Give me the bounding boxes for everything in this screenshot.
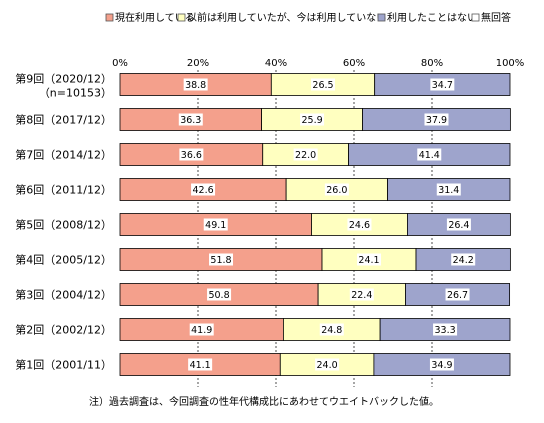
category-label: 第4回（2005/12） bbox=[15, 253, 112, 267]
bar-row: 38.8 26.5 34.7 bbox=[119, 73, 511, 96]
value-label-bg bbox=[319, 323, 344, 336]
value-label-bg bbox=[424, 113, 449, 126]
category-label: 第2回（2002/12） bbox=[15, 323, 112, 337]
value-label-bg bbox=[189, 323, 214, 336]
legend-item: 現在利用している bbox=[105, 12, 195, 24]
value-label-bg bbox=[191, 183, 216, 196]
x-tick-label: 100% bbox=[496, 58, 525, 69]
x-tick-label: 80% bbox=[421, 58, 443, 69]
category-label: 第1回（2001/11） bbox=[15, 358, 112, 372]
x-tick-label: 40% bbox=[265, 58, 287, 69]
value-label: 34.7 bbox=[432, 80, 453, 91]
legend-swatch bbox=[377, 13, 386, 22]
category-label: 第3回（2004/12） bbox=[15, 288, 112, 302]
value-label: 41.9 bbox=[191, 325, 212, 336]
value-label-bg bbox=[209, 253, 234, 266]
footnote: 注）過去調査は、今回調査の性年代構成比にあわせてウエイトバックした値。 bbox=[89, 395, 439, 408]
value-label-bg bbox=[436, 183, 461, 196]
value-label: 26.4 bbox=[448, 220, 469, 231]
value-label-bg bbox=[183, 78, 208, 91]
category-label: 第7回（2014/12） bbox=[15, 148, 112, 162]
value-label-bg bbox=[417, 148, 442, 161]
value-label: 37.9 bbox=[426, 115, 447, 126]
value-label: 49.1 bbox=[205, 220, 226, 231]
value-label-bg bbox=[310, 78, 335, 91]
bar-row: 50.8 22.4 26.7 bbox=[119, 283, 511, 306]
x-tick-label: 20% bbox=[187, 58, 209, 69]
value-label: 24.8 bbox=[321, 325, 342, 336]
value-label-bg bbox=[300, 113, 325, 126]
legend-item: 無回答 bbox=[471, 11, 511, 24]
bar-row: 36.3 25.9 37.9 bbox=[119, 108, 511, 131]
value-label-bg bbox=[179, 148, 204, 161]
value-label-bg bbox=[433, 323, 458, 336]
value-label-bg bbox=[347, 218, 372, 231]
value-label: 38.8 bbox=[185, 80, 206, 91]
value-label: 42.6 bbox=[192, 185, 213, 196]
legend-item: 利用したことはない bbox=[377, 12, 477, 24]
value-label: 22.0 bbox=[295, 150, 316, 161]
x-tick-label: 60% bbox=[343, 58, 365, 69]
x-tick-label: 0% bbox=[112, 58, 128, 69]
bar-row: 51.8 24.1 24.2 bbox=[119, 248, 511, 271]
value-label: 41.1 bbox=[190, 360, 211, 371]
value-label: 24.1 bbox=[358, 255, 379, 266]
value-label: 36.6 bbox=[181, 150, 202, 161]
value-label-bg bbox=[451, 253, 476, 266]
bar-row: 41.1 24.0 34.9 bbox=[119, 353, 511, 376]
legend-label: 利用したことはない bbox=[387, 12, 477, 24]
legend-swatch bbox=[105, 13, 114, 22]
bar-row: 36.6 22.0 41.4 bbox=[119, 143, 511, 166]
value-label: 51.8 bbox=[210, 255, 231, 266]
value-label: 24.2 bbox=[453, 255, 474, 266]
bar-row: 42.6 26.0 31.4 bbox=[119, 178, 511, 201]
value-label: 34.9 bbox=[431, 360, 452, 371]
value-label-bg bbox=[446, 218, 471, 231]
value-label-bg bbox=[293, 148, 318, 161]
value-label: 26.0 bbox=[326, 185, 347, 196]
value-label: 26.7 bbox=[447, 290, 468, 301]
value-label: 25.9 bbox=[301, 115, 322, 126]
legend-label: 無回答 bbox=[481, 11, 511, 24]
value-label: 41.4 bbox=[419, 150, 440, 161]
value-label-bg bbox=[357, 253, 382, 266]
value-label-bg bbox=[207, 288, 232, 301]
value-label: 24.6 bbox=[349, 220, 370, 231]
value-label: 50.8 bbox=[208, 290, 229, 301]
legend-item: 以前は利用していたが、今は利用していない bbox=[177, 11, 386, 24]
value-label-bg bbox=[429, 358, 454, 371]
legend-label: 現在利用している bbox=[115, 12, 195, 24]
value-label-bg bbox=[445, 288, 470, 301]
value-label-bg bbox=[349, 288, 374, 301]
category-label: 第6回（2011/12） bbox=[15, 183, 112, 197]
value-label-bg bbox=[188, 358, 213, 371]
bar-row: 49.1 24.6 26.4 bbox=[119, 213, 511, 236]
value-label-bg bbox=[203, 218, 228, 231]
value-label: 31.4 bbox=[438, 185, 459, 196]
bar-row: 41.9 24.8 33.3 bbox=[119, 318, 511, 341]
value-label: 33.3 bbox=[434, 325, 455, 336]
value-label-bg bbox=[178, 113, 203, 126]
value-label: 22.4 bbox=[351, 290, 372, 301]
category-sublabel: （n=10153） bbox=[39, 87, 112, 100]
legend-label: 以前は利用していたが、今は利用していない bbox=[187, 11, 386, 24]
value-label-bg bbox=[430, 78, 455, 91]
value-label: 24.0 bbox=[317, 360, 338, 371]
category-label: 第9回（2020/12） bbox=[15, 72, 112, 86]
legend-swatch bbox=[471, 13, 480, 22]
value-label-bg bbox=[315, 358, 340, 371]
category-label: 第8回（2017/12） bbox=[15, 113, 112, 127]
legend-swatch bbox=[177, 13, 186, 22]
value-label: 36.3 bbox=[180, 115, 201, 126]
value-label: 26.5 bbox=[312, 80, 333, 91]
category-label: 第5回（2008/12） bbox=[15, 218, 112, 232]
value-label-bg bbox=[324, 183, 349, 196]
